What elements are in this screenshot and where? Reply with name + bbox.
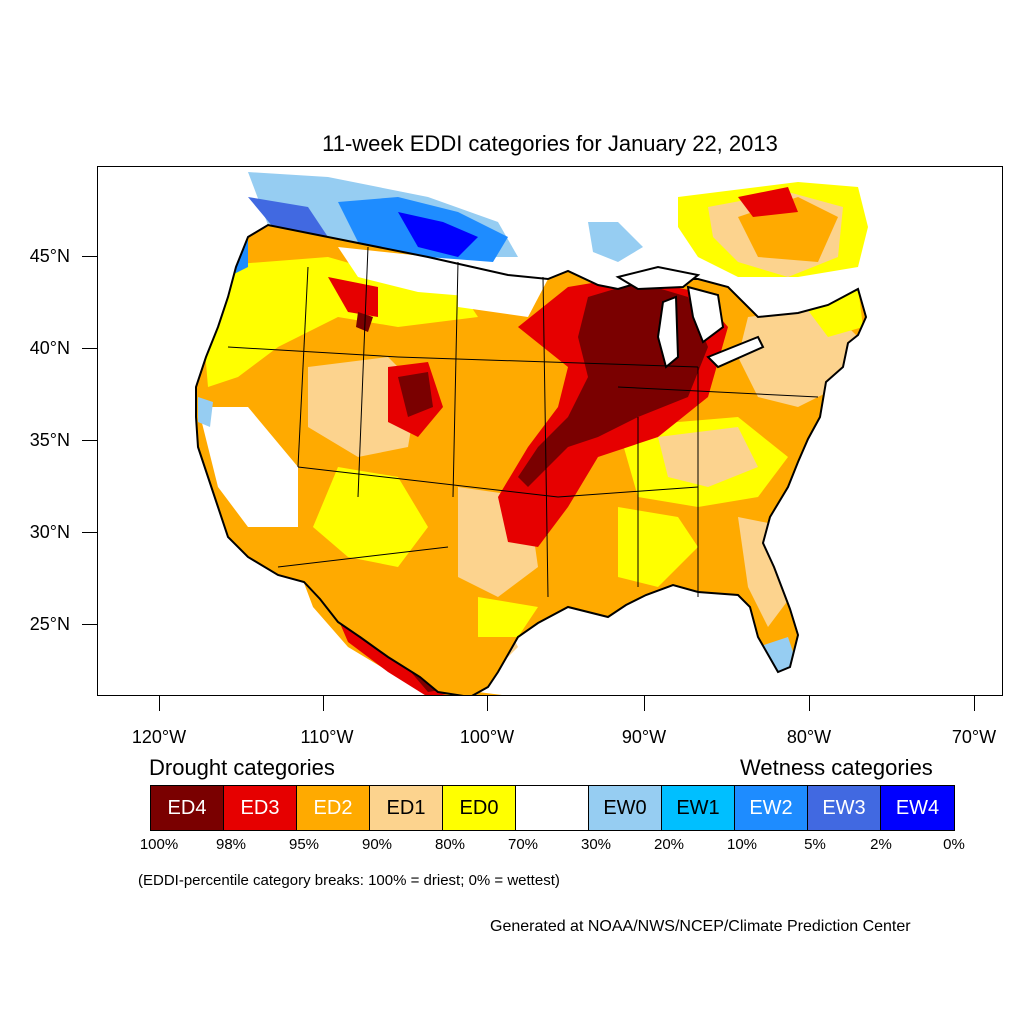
lat-tick (82, 348, 97, 349)
lat-label-35n: 35°N (29, 430, 70, 450)
percentile-break: 70% (507, 836, 539, 853)
legend-box-ew1: EW1 (662, 786, 735, 830)
us-coastline (195, 223, 868, 695)
credit-line: Generated at NOAA/NWS/NCEP/Climate Predi… (490, 918, 911, 935)
eddi-map (195, 172, 868, 695)
lon-label-100w: 100°W (459, 727, 515, 747)
lon-label-70w: 70°W (951, 727, 997, 747)
lat-label-25n: 25°N (29, 614, 70, 634)
lat-label-40n: 40°N (29, 338, 70, 358)
map-title: 11-week EDDI categories for January 22, … (322, 131, 778, 156)
state-boundaries (227, 246, 819, 598)
legend-box-ew0: EW0 (589, 786, 662, 830)
percentile-break: 90% (361, 836, 393, 853)
lat-label-45n: 45°N (29, 246, 70, 266)
lon-label-120w: 120°W (131, 727, 187, 747)
canada-shading (248, 172, 868, 277)
legend-box-ew3: EW3 (808, 786, 881, 830)
lon-tick (487, 696, 488, 711)
percentile-break: 30% (580, 836, 612, 853)
drought-categories-heading: Drought categories (149, 755, 335, 780)
lat-tick (82, 532, 97, 533)
legend-box-ed4: ED4 (151, 786, 224, 830)
legend-box-ew2: EW2 (735, 786, 808, 830)
category-legend: ED4 ED3 ED2 ED1 ED0 EW0 EW1 EW2 EW3 EW4 (150, 785, 955, 831)
lake-michigan (656, 295, 680, 369)
lon-tick (159, 696, 160, 711)
lat-label-30n: 30°N (29, 522, 70, 542)
lat-tick (82, 440, 97, 441)
legend-box-ed0: ED0 (443, 786, 516, 830)
percentile-break: 5% (804, 836, 826, 853)
lon-tick (323, 696, 324, 711)
lon-label-110w: 110°W (300, 727, 354, 747)
percentile-break: 2% (870, 836, 892, 853)
lon-tick (974, 696, 975, 711)
lake-superior (615, 265, 701, 291)
category-breaks-note: (EDDI-percentile category breaks: 100% =… (138, 872, 560, 889)
percentile-break: 20% (653, 836, 685, 853)
percentile-break: 0% (943, 836, 965, 853)
wetness-categories-heading: Wetness categories (740, 755, 933, 780)
us-eddi-field (196, 225, 866, 695)
legend-box-ed2: ED2 (297, 786, 370, 830)
lat-tick (82, 624, 97, 625)
lon-tick (644, 696, 645, 711)
percentile-break: 10% (726, 836, 758, 853)
legend-box-ew4: EW4 (881, 786, 954, 830)
lake-huron (686, 285, 725, 344)
lon-tick (809, 696, 810, 711)
percentile-break: 98% (215, 836, 247, 853)
lat-tick (82, 256, 97, 257)
lake-erie (706, 335, 765, 369)
lon-label-80w: 80°W (786, 727, 832, 747)
legend-box-normal (516, 786, 589, 830)
legend-box-ed1: ED1 (370, 786, 443, 830)
percentile-break: 95% (288, 836, 320, 853)
percentile-break: 100% (139, 836, 179, 853)
map-panel (97, 166, 1003, 696)
legend-box-ed3: ED3 (224, 786, 297, 830)
lon-label-90w: 90°W (621, 727, 667, 747)
percentile-break: 80% (434, 836, 466, 853)
